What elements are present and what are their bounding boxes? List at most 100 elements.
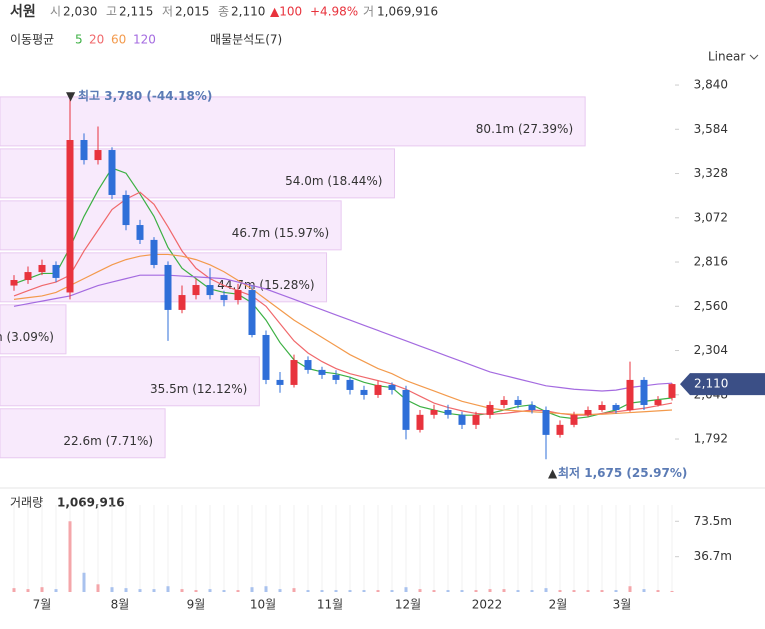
volume-bar xyxy=(642,589,646,592)
last-price-tag xyxy=(680,373,765,396)
volume: 1,069,916 xyxy=(377,5,438,19)
candle-body xyxy=(24,272,32,281)
max-note: 최고 3,780 (-44.18%) xyxy=(78,88,212,103)
candle-body xyxy=(458,414,466,425)
profile-label: 80.1m (27.39%) xyxy=(476,122,573,136)
candle-body xyxy=(654,399,662,405)
volume-bar xyxy=(614,590,618,592)
candle-body xyxy=(416,414,424,430)
candle-body xyxy=(514,399,522,405)
candle-body xyxy=(122,194,130,226)
candle-body xyxy=(668,384,676,398)
candle-body xyxy=(38,264,46,273)
y-tick-label: 1,792 xyxy=(694,432,728,446)
ma-legend-entry: 20 xyxy=(89,33,104,47)
volume-bar xyxy=(68,521,72,592)
y-tick-label: 2,560 xyxy=(694,299,728,313)
volume-bar xyxy=(348,590,352,592)
header: 서원 시 2,030 고 2,115 저 2,015 종 2,110 ▲100 … xyxy=(10,4,759,64)
volume-bar xyxy=(600,590,604,592)
candle-body xyxy=(262,334,270,380)
volume-bar xyxy=(558,590,562,592)
volume-bar xyxy=(376,590,380,592)
candle-body xyxy=(346,379,354,390)
volume-bar xyxy=(40,587,44,592)
volume-bar xyxy=(320,590,324,592)
last-price-label: 2,110 xyxy=(694,377,728,391)
candle-body xyxy=(80,140,88,161)
candle-body xyxy=(318,369,326,375)
candle-body xyxy=(234,290,242,301)
volume-bar xyxy=(488,589,492,592)
candle-body xyxy=(584,409,592,415)
candle-body xyxy=(206,285,214,296)
volume-bar xyxy=(460,590,464,592)
x-tick-label: 7월 xyxy=(33,598,52,612)
change: ▲100 xyxy=(270,5,302,19)
ma-line xyxy=(13,253,673,415)
change-pct: +4.98% xyxy=(310,5,358,19)
volume-label: 거 xyxy=(363,5,374,19)
volume-bar xyxy=(110,587,114,592)
volume-bar xyxy=(96,584,100,592)
candle-body xyxy=(528,404,536,410)
volume-bar xyxy=(292,588,296,592)
profile-label: 22.6m (7.71%) xyxy=(63,434,153,448)
profile-label: 54.0m (18.44%) xyxy=(285,174,382,188)
volume-tick-label: 36.7m xyxy=(694,549,732,563)
volume-bar xyxy=(670,590,674,592)
volume-bar xyxy=(572,590,576,592)
open: 2,030 xyxy=(63,5,97,19)
y-tick-label: 3,328 xyxy=(694,166,728,180)
ma-legend-entry: 5 xyxy=(75,33,83,47)
volume-tick-label: 73.5m xyxy=(694,514,732,528)
profile-bar xyxy=(0,356,260,407)
open-label: 시 xyxy=(50,5,61,19)
y-tick-label: 2,816 xyxy=(694,255,728,269)
ma-legend-entry: 120 xyxy=(133,33,156,47)
high: 2,115 xyxy=(119,5,153,19)
volume-bar xyxy=(124,588,128,592)
candle-body xyxy=(52,264,60,278)
candle-body xyxy=(486,404,494,415)
volume-bar xyxy=(250,587,254,592)
volume-bar xyxy=(54,589,58,592)
volume-bar xyxy=(432,590,436,592)
candle-body xyxy=(66,140,74,293)
profile-bar xyxy=(0,200,342,251)
max-marker: ▼ xyxy=(66,89,76,103)
scale-mode[interactable]: Linear xyxy=(708,50,745,64)
volume-bar xyxy=(152,589,156,592)
y-tick-label: 3,072 xyxy=(694,210,728,224)
close: 2,110 xyxy=(231,5,265,19)
volume-bar xyxy=(418,589,422,592)
candle-body xyxy=(220,295,228,301)
candle-body xyxy=(290,360,298,385)
volume-bar xyxy=(82,572,86,592)
volume-bar xyxy=(474,590,478,592)
low: 2,015 xyxy=(175,5,209,19)
volume-bar xyxy=(446,590,450,592)
ma-legend-entry: 60 xyxy=(111,33,126,47)
dropdown-icon[interactable] xyxy=(749,54,759,60)
candle-body xyxy=(556,424,564,435)
ma-line xyxy=(13,274,673,392)
volume-bar xyxy=(502,589,506,592)
candle-body xyxy=(500,399,508,405)
volume-last: 1,069,916 xyxy=(57,496,125,510)
high-label: 고 xyxy=(106,5,117,19)
volume-bar xyxy=(166,586,170,592)
candle-body xyxy=(360,389,368,395)
candle-body xyxy=(472,414,480,425)
candle-body xyxy=(276,379,284,385)
low-label: 저 xyxy=(162,5,173,19)
volume-bar xyxy=(26,589,30,592)
candle-body xyxy=(108,150,116,195)
profile-label: 9.03m (3.09%) xyxy=(0,330,54,344)
candle-body xyxy=(332,374,340,380)
volume-bar xyxy=(222,590,226,592)
y-tick-label: 3,840 xyxy=(694,78,728,92)
candle-body xyxy=(430,409,438,415)
profile-bar xyxy=(0,148,395,199)
